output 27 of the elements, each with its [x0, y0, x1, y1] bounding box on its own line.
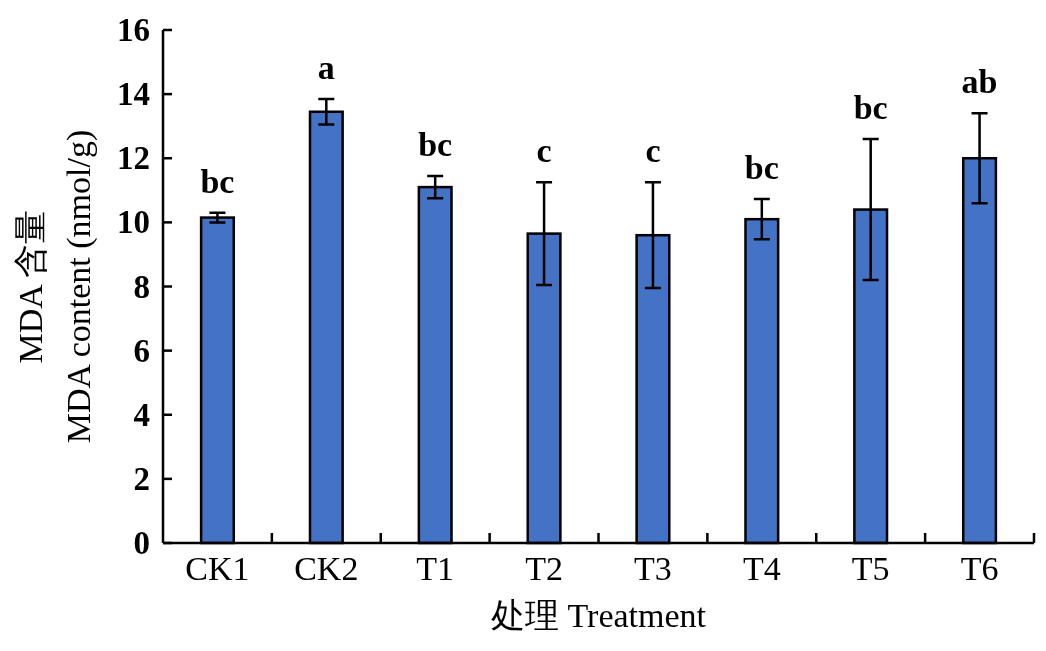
y-tick-label: 4	[133, 396, 150, 433]
x-tick-label: T1	[416, 550, 455, 587]
x-tick-label: CK2	[294, 550, 359, 587]
y-tick-label: 0	[133, 525, 150, 561]
y-tick-label: 8	[133, 268, 150, 305]
y-tick-label: 6	[133, 332, 150, 369]
x-tick-label: CK1	[185, 550, 250, 587]
annotation: c	[645, 132, 661, 170]
annotation: bc	[418, 125, 453, 163]
x-tick-label: T6	[960, 550, 999, 587]
annotation: bc	[853, 89, 888, 127]
x-axis-title: 处理 Treatment	[490, 597, 707, 634]
annotation: c	[536, 132, 552, 170]
y-tick-label: 14	[117, 76, 150, 113]
y-tick-label: 2	[133, 460, 150, 497]
y-tick-label: 10	[117, 204, 150, 241]
annotation: bc	[200, 162, 235, 200]
y-axis-title: MDA 含量 MDA content (nmol/g)	[12, 129, 98, 444]
annotation: bc	[744, 148, 779, 186]
x-tick-label: T5	[851, 550, 890, 587]
y-tick-label: 12	[117, 140, 150, 177]
x-tick-label: T4	[742, 550, 781, 587]
y-tick-label: 16	[117, 12, 150, 48]
annotation: ab	[961, 63, 998, 101]
x-tick-label: T2	[525, 550, 563, 587]
annotation: a	[317, 48, 335, 86]
x-tick-label: T3	[634, 550, 672, 587]
